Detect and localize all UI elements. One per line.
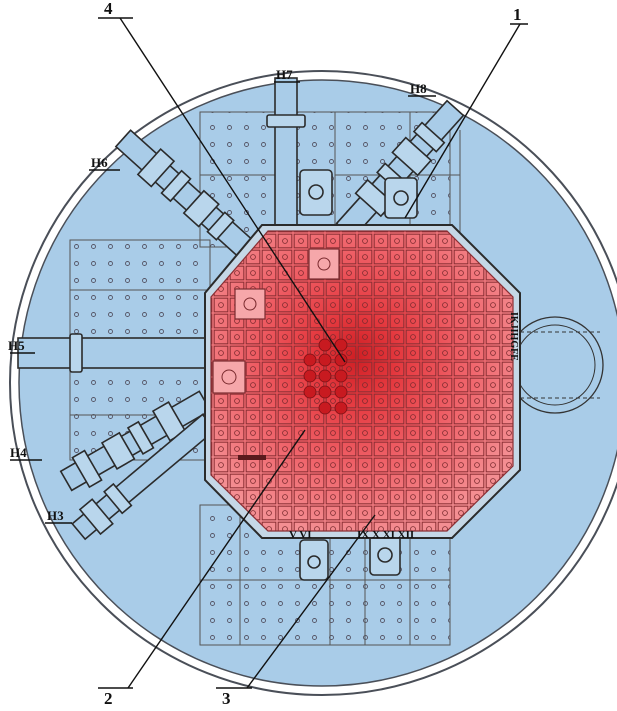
channel-h6: H6 <box>91 155 108 170</box>
channel-h3: H3 <box>47 508 64 523</box>
roman-left: V VI <box>289 529 312 541</box>
callout-leaders <box>10 17 528 689</box>
column-numerals: V VI IX X XI XII <box>289 529 414 541</box>
reactor-core <box>204 224 521 539</box>
callout-3: 3 <box>222 689 231 708</box>
callout-2: 2 <box>104 689 113 708</box>
channel-h5: H5 <box>8 338 25 353</box>
callout-numbers: 4 1 2 3 <box>104 0 522 708</box>
channel-h8: H8 <box>410 81 427 96</box>
row-letters-text: IKJIHGFE <box>508 312 519 361</box>
channel-h7: H7 <box>276 67 293 82</box>
channel-labels: H6 H7 H8 H5 H4 H3 <box>8 67 427 523</box>
callout-1: 1 <box>513 5 522 24</box>
beam-tubes <box>17 77 465 581</box>
callout-4: 4 <box>104 0 113 18</box>
channel-h4: H4 <box>10 445 27 460</box>
row-letters: IKJIHGFE <box>508 312 519 361</box>
roman-right: IX X XI XII <box>357 529 414 541</box>
